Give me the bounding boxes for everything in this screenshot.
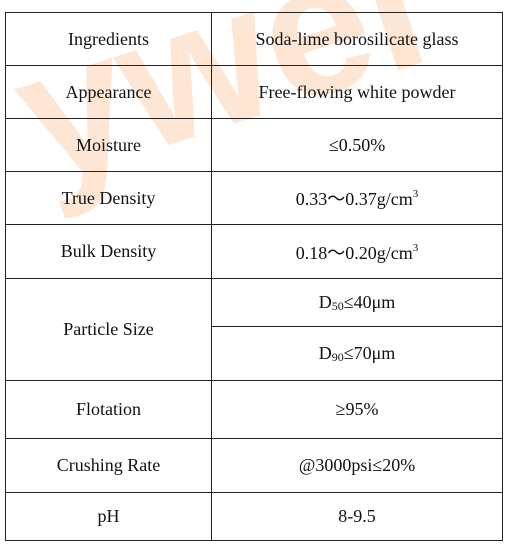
cell-text: @3000psi≤20% [298, 455, 416, 475]
superscript: 3 [412, 241, 419, 254]
table-row: Bulk Density 0.18～0.20g/cm3 [5, 224, 503, 279]
value-cell: 0.18～0.20g/cm3 [211, 224, 503, 279]
table-row: D90≤70μm [6, 326, 503, 381]
cell-text: True Density [61, 187, 156, 208]
cell-text: Free-flowing white powder [258, 81, 456, 102]
table-row: Flotation ≥95% [5, 380, 503, 439]
label-cell: Appearance [5, 65, 212, 119]
cell-text: Moisture [76, 134, 141, 155]
value-cell: D90≤70μm [211, 326, 503, 381]
cell-text: ≤0.50% [328, 134, 386, 155]
table-row: Ingredients Soda-lime borosilicate glass [5, 12, 503, 66]
cell-text: ≤70μm [343, 343, 396, 363]
superscript: 3 [412, 188, 419, 200]
table-row: pH 8-9.5 [5, 492, 503, 541]
cell-text: 8-9.5 [338, 506, 376, 526]
spec-table: Ingredients Soda-lime borosilicate glass A… [5, 12, 503, 541]
cell-text: 0.18～0.20g/cm [295, 242, 413, 263]
subscript: 90 [331, 350, 344, 364]
value-cell: ≥95% [211, 380, 503, 439]
cell-text: Appearance [65, 81, 152, 102]
table-row: Appearance Free-flowing white powder [5, 65, 503, 119]
value-cell: @3000psi≤20% [211, 438, 503, 493]
cell-text: Bulk Density [60, 241, 157, 261]
cell-text: ≤40μm [343, 292, 396, 312]
table-row: Crushing Rate @3000psi≤20% [5, 438, 503, 493]
label-cell: Moisture [5, 118, 212, 172]
label-cell: Particle Size [5, 278, 212, 381]
cell-text: Particle Size [63, 319, 154, 339]
value-cell: D50≤40μm [211, 278, 503, 327]
cell-text: D [318, 343, 332, 363]
label-cell: True Density [5, 171, 212, 225]
subscript: 50 [331, 299, 344, 313]
table-row: Moisture ≤0.50% [5, 118, 503, 172]
value-cell: 8-9.5 [211, 492, 503, 541]
cell-text: ≥95% [335, 399, 379, 419]
cell-text: Crushing Rate [56, 455, 161, 475]
label-cell: Flotation [5, 380, 212, 439]
value-cell: 0.33～0.37g/cm3 [211, 171, 503, 225]
value-cell: Soda-lime borosilicate glass [211, 12, 503, 66]
label-cell: Crushing Rate [5, 438, 212, 493]
cell-text: Ingredients [68, 28, 149, 49]
table-row: Particle Size D50≤40μm [5, 278, 503, 381]
table-row: True Density 0.33～0.37g/cm3 [5, 171, 503, 225]
cell-text: D [318, 292, 332, 312]
cell-text: Flotation [75, 399, 141, 419]
label-cell: Bulk Density [5, 224, 212, 279]
value-cell: ≤0.50% [211, 118, 503, 172]
cell-text: Soda-lime borosilicate glass [255, 28, 459, 49]
value-cell: Free-flowing white powder [211, 65, 503, 119]
cell-text: 0.33～0.37g/cm [295, 189, 413, 209]
label-cell: pH [5, 492, 212, 541]
cell-text: pH [97, 506, 120, 526]
label-cell: Ingredients [5, 12, 212, 66]
